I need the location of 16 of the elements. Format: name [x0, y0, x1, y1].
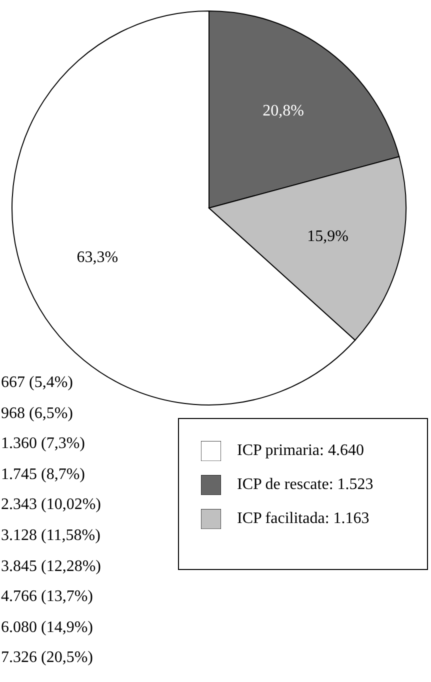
text: 1.745 (8,7%): [1, 464, 85, 485]
data-label: 15,9%: [307, 228, 348, 246]
text: 3.128 (11,58%): [1, 526, 100, 546]
text: 3.845 (12,28%): [1, 556, 101, 577]
text: 6.080 (14,9%): [1, 618, 93, 638]
data-label: 20,8%: [262, 102, 304, 120]
text: 667 (5,4%): [1, 373, 73, 393]
text: 1.360 (7,3%): [1, 434, 85, 454]
text: 4.766 (13,7%): [1, 587, 93, 608]
legend-label: ICP de rescate: 1.523: [237, 476, 374, 493]
data-label: 63,3%: [76, 249, 118, 266]
text: 968 (6,5%): [1, 404, 73, 424]
text: 7.326 (20,5%): [1, 648, 93, 668]
legend-label: ICP primaria: 4.640: [237, 442, 364, 459]
legend-label: ICP facilitada: 1.163: [237, 510, 370, 527]
text: 2.343 (10,02%): [1, 495, 101, 516]
